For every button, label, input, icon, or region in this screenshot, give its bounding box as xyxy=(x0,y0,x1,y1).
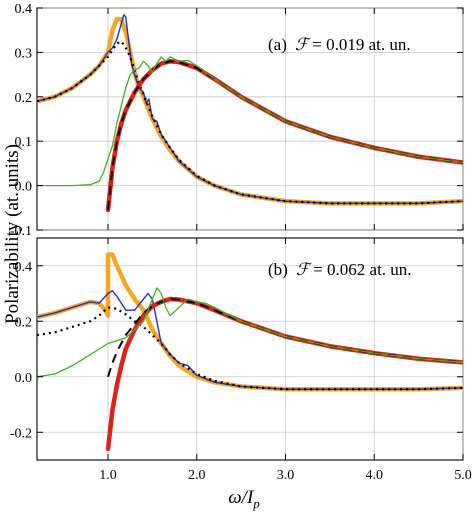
y-tick-label: 0.4 xyxy=(15,260,33,275)
y-tick-label: 0.2 xyxy=(15,91,33,106)
series-line-imag-green xyxy=(37,56,463,187)
y-tick-label: -0.1 xyxy=(10,224,32,239)
x-tick-label: 2.0 xyxy=(188,468,206,483)
y-axis-label: Polarizability (at. units) xyxy=(2,144,23,324)
y-tick-label: 0.4 xyxy=(15,2,33,17)
y-tick-label: 0.3 xyxy=(15,46,33,61)
panel-b-y-ticks: -0.2 0.0 0.2 0.4 xyxy=(10,238,464,460)
y-tick-label: 0.0 xyxy=(15,180,33,195)
y-tick-label: 0.0 xyxy=(15,371,33,386)
x-tick-label: 1.0 xyxy=(99,468,117,483)
panel-b-label: (b) ℱ = 0.062 at. un. xyxy=(268,260,412,279)
y-tick-label: 0.2 xyxy=(15,315,33,330)
x-axis-label: ω/Ip xyxy=(228,487,260,511)
y-tick-label: -0.2 xyxy=(10,426,32,441)
panel-b-series xyxy=(37,252,463,452)
series-line-real-dotted xyxy=(37,306,463,391)
x-tick-label: 3.0 xyxy=(277,468,295,483)
x-tick-label: 4.0 xyxy=(366,468,384,483)
series-line-real-blue xyxy=(37,290,463,390)
x-tick-labels: 1.0 2.0 3.0 4.0 5.0 xyxy=(99,468,472,483)
panel-a-series xyxy=(37,13,463,213)
panel-a-y-ticks: -0.1 0.0 0.1 0.2 0.3 0.4 xyxy=(10,2,464,239)
panel-b: -0.2 0.0 0.2 0.4 (b) ℱ = 0.062 at. un. xyxy=(10,237,464,461)
y-tick-label: 0.1 xyxy=(15,135,33,150)
panel-a-label: (a) ℱ = 0.019 at. un. xyxy=(268,35,411,54)
x-tick-label: 5.0 xyxy=(454,468,472,483)
series-line-imag-green xyxy=(37,287,463,378)
panel-a: -0.1 0.0 0.1 0.2 0.3 0.4 (a) ℱ = 0.019 at. un. xyxy=(10,2,464,239)
